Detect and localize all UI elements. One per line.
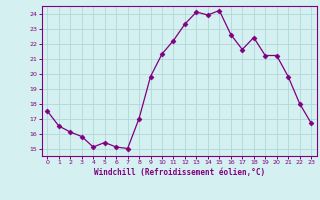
X-axis label: Windchill (Refroidissement éolien,°C): Windchill (Refroidissement éolien,°C) [94,168,265,177]
